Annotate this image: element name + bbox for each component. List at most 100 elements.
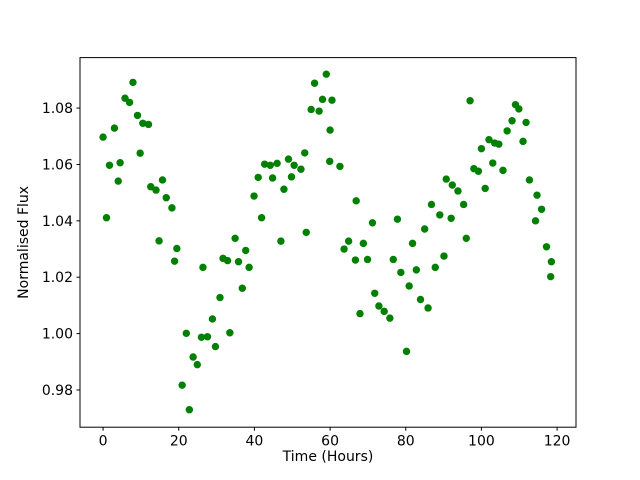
data-point: [525, 176, 534, 184]
data-point: [189, 353, 197, 361]
data-point: [284, 155, 293, 163]
data-point: [375, 302, 383, 310]
data-point: [356, 309, 364, 318]
data-point: [173, 244, 181, 253]
y-tick-label: 1.08: [42, 101, 73, 117]
data-point: [129, 78, 137, 87]
data-point: [363, 255, 372, 264]
data-point: [386, 314, 394, 322]
data-point: [193, 360, 201, 369]
data-point: [203, 333, 212, 341]
y-tick-label: 1.04: [42, 214, 73, 230]
data-point: [257, 214, 266, 222]
data-point: [260, 160, 269, 168]
data-point: [158, 176, 167, 184]
data-point: [105, 161, 114, 169]
data-point: [427, 200, 436, 209]
y-tick-label: 1.06: [42, 157, 73, 173]
data-point: [351, 256, 360, 264]
data-point: [310, 79, 319, 87]
data-point: [178, 381, 186, 389]
data-point: [170, 257, 179, 265]
axis-ticks: 0 20 40 60 80 100 120 0.98 1.00 1.02 1.04 1.06 1.08: [42, 101, 571, 450]
data-point: [447, 214, 455, 222]
data-point: [359, 239, 368, 248]
data-point: [537, 205, 546, 213]
data-point: [125, 98, 134, 107]
data-point: [273, 159, 281, 168]
data-point: [371, 289, 379, 297]
data-point: [136, 149, 144, 157]
data-point: [393, 215, 402, 223]
data-point: [328, 96, 336, 104]
data-point: [197, 333, 206, 341]
data-point: [462, 234, 470, 243]
data-point: [454, 187, 462, 195]
x-tick-label: 120: [544, 434, 571, 450]
data-point: [114, 177, 122, 185]
data-point: [223, 256, 232, 265]
data-point: [290, 161, 298, 169]
data-point: [216, 293, 224, 302]
data-point: [231, 234, 239, 243]
x-tick-label: 40: [245, 434, 263, 450]
data-point: [245, 263, 253, 272]
y-axis-label: Normalised Flux: [16, 186, 32, 299]
data-point: [318, 95, 327, 104]
data-point: [238, 284, 247, 292]
data-point: [522, 118, 530, 127]
data-point: [226, 329, 234, 337]
data-point: [397, 268, 405, 277]
data-point: [162, 194, 170, 202]
data-point: [110, 124, 119, 132]
data-point: [485, 135, 493, 144]
data-point: [254, 173, 262, 182]
data-point: [380, 307, 388, 316]
data-point: [102, 214, 111, 222]
data-point: [412, 266, 421, 274]
x-tick-label: 0: [99, 434, 108, 450]
data-point: [495, 140, 503, 148]
x-tick-label: 20: [170, 434, 188, 450]
data-point: [322, 70, 330, 78]
data-point: [326, 157, 334, 166]
x-tick-label: 80: [397, 434, 415, 450]
plot-area: [79, 57, 577, 428]
data-point: [344, 237, 353, 245]
data-point: [420, 225, 429, 233]
data-point: [389, 255, 397, 264]
y-tick-label: 0.98: [42, 383, 73, 399]
data-point: [459, 200, 468, 209]
data-point: [352, 197, 360, 205]
data-point: [442, 175, 450, 183]
data-point: [144, 120, 153, 129]
data-point: [408, 239, 417, 248]
data-point: [481, 184, 489, 193]
data-point: [277, 237, 285, 245]
data-point: [405, 282, 413, 290]
data-point: [250, 192, 258, 200]
data-point: [326, 126, 334, 134]
data-point: [208, 315, 217, 323]
data-point: [302, 228, 310, 237]
data-point: [533, 191, 541, 199]
data-point: [466, 97, 474, 105]
data-point: [424, 304, 432, 312]
x-tick-label: 60: [321, 434, 339, 450]
data-point: [99, 133, 107, 141]
data-point: [168, 204, 176, 212]
data-point: [234, 258, 243, 266]
data-point: [489, 159, 497, 167]
data-point: [402, 347, 411, 356]
data-point: [515, 105, 523, 113]
data-point: [336, 162, 344, 171]
x-axis-label: Time (Hours): [282, 449, 374, 465]
data-point: [116, 159, 124, 167]
data-point: [301, 149, 309, 157]
x-tick-label: 100: [468, 434, 495, 450]
data-point: [242, 246, 250, 255]
data-point: [368, 219, 377, 227]
data-point: [139, 119, 147, 127]
data-point: [531, 217, 540, 225]
data-point: [199, 263, 207, 272]
